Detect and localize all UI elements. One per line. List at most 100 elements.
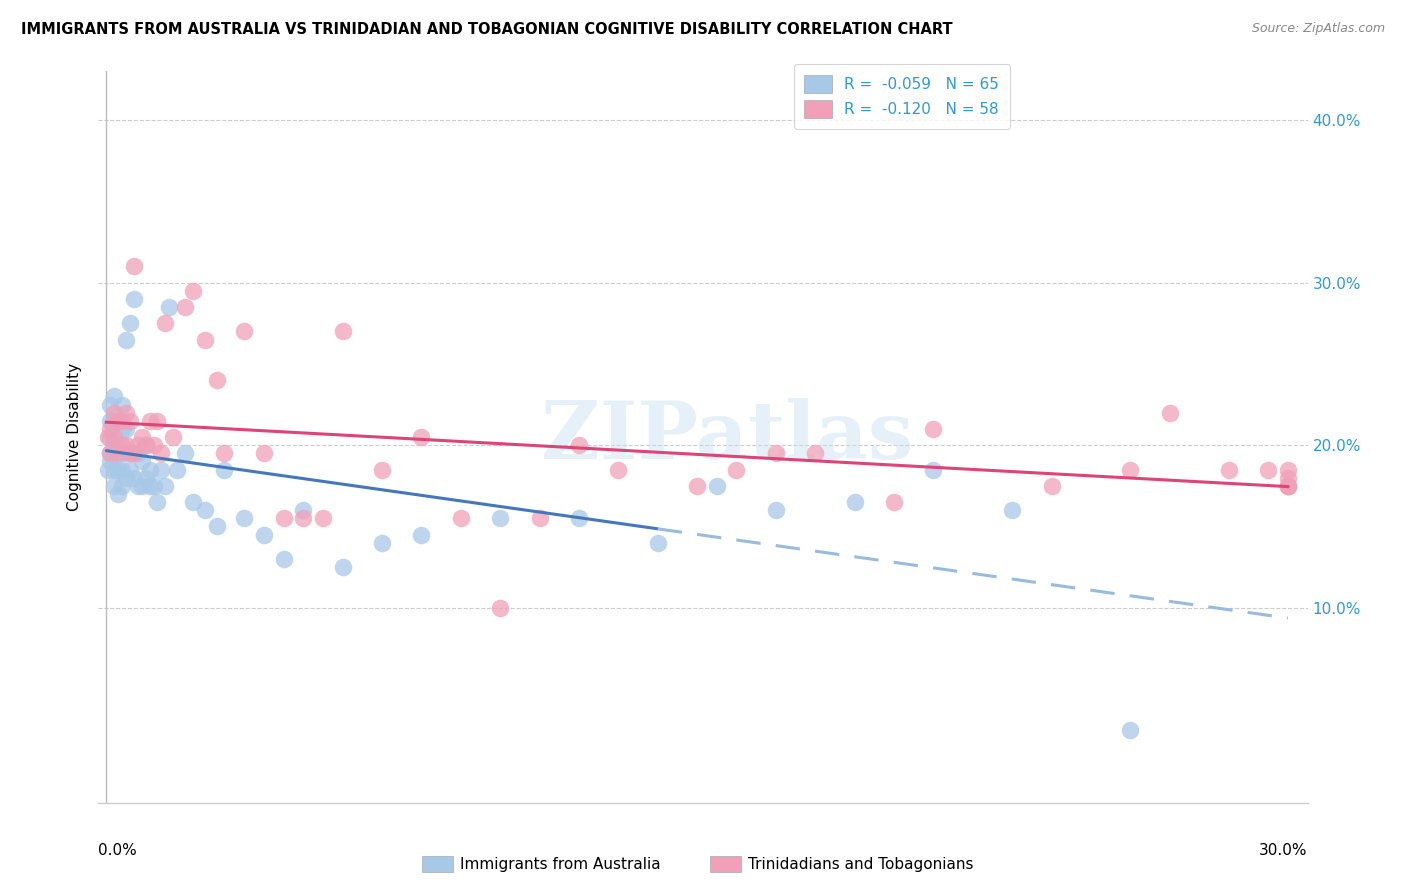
Point (107, 414, 129, 428)
Point (1218, 462, 1240, 476)
Point (312, 511, 335, 525)
Text: Trinidadians and Tobagonians: Trinidadians and Tobagonians (748, 857, 973, 871)
Point (205, 373, 228, 387)
Point (489, 511, 512, 525)
Point (706, 479, 728, 493)
Point (273, 552, 295, 566)
Point (725, 462, 748, 476)
Point (127, 438, 149, 452)
Point (765, 503, 787, 517)
Point (107, 487, 129, 501)
Point (411, 527, 433, 541)
Point (118, 462, 141, 476)
Point (131, 430, 153, 444)
Point (111, 438, 134, 452)
Point (103, 414, 125, 428)
Point (371, 462, 394, 476)
Point (1119, 462, 1142, 476)
Point (450, 511, 472, 525)
Point (111, 398, 134, 412)
Point (131, 479, 153, 493)
Point (568, 511, 591, 525)
Point (122, 471, 145, 485)
Point (194, 503, 217, 517)
Text: IMMIGRANTS FROM AUSTRALIA VS TRINIDADIAN AND TOBAGONIAN COGNITIVE DISABILITY COR: IMMIGRANTS FROM AUSTRALIA VS TRINIDADIAN… (21, 22, 953, 37)
Point (103, 479, 125, 493)
Point (115, 446, 138, 460)
Point (292, 503, 315, 517)
Point (1119, 723, 1142, 737)
Point (98, 446, 121, 460)
Point (214, 446, 236, 460)
Point (138, 414, 160, 428)
Point (115, 471, 138, 485)
Point (292, 511, 315, 525)
Point (115, 406, 138, 420)
Point (529, 511, 551, 525)
Point (181, 284, 204, 298)
Point (98, 398, 121, 412)
Point (155, 316, 177, 330)
Point (253, 446, 276, 460)
Point (174, 446, 197, 460)
Point (146, 414, 169, 428)
Point (253, 527, 276, 541)
Point (150, 446, 173, 460)
Point (155, 479, 177, 493)
Point (411, 430, 433, 444)
Point (98, 430, 121, 444)
Point (162, 430, 184, 444)
Point (166, 462, 188, 476)
Point (686, 479, 709, 493)
Point (103, 430, 125, 444)
Point (371, 535, 394, 549)
Point (122, 292, 145, 306)
Point (103, 430, 125, 444)
Point (142, 479, 165, 493)
Point (122, 446, 145, 460)
Point (194, 333, 217, 347)
Point (150, 462, 173, 476)
Point (127, 479, 149, 493)
Point (804, 446, 827, 460)
Point (273, 511, 295, 525)
Point (332, 560, 354, 574)
Text: Immigrants from Australia: Immigrants from Australia (460, 857, 661, 871)
Point (107, 438, 129, 452)
Point (233, 511, 256, 525)
Point (332, 325, 354, 339)
Point (607, 462, 630, 476)
Point (103, 446, 125, 460)
Point (1257, 462, 1279, 476)
Text: Source: ZipAtlas.com: Source: ZipAtlas.com (1251, 22, 1385, 36)
Point (118, 414, 141, 428)
Point (214, 462, 236, 476)
Point (111, 462, 134, 476)
Point (115, 438, 138, 452)
Point (844, 495, 866, 509)
Point (157, 300, 180, 314)
Point (98, 414, 121, 428)
Point (107, 414, 129, 428)
Point (122, 446, 145, 460)
Point (1277, 462, 1299, 476)
Point (111, 414, 134, 428)
Point (489, 600, 512, 615)
Point (97, 462, 120, 476)
Point (103, 389, 125, 403)
Point (103, 406, 125, 420)
Text: ZIPatlas: ZIPatlas (541, 398, 914, 476)
Point (131, 454, 153, 468)
Text: 0.0%: 0.0% (98, 843, 138, 858)
Text: 30.0%: 30.0% (1260, 843, 1308, 858)
Legend: R =  -0.059   N = 65, R =  -0.120   N = 58: R = -0.059 N = 65, R = -0.120 N = 58 (794, 64, 1010, 128)
Point (765, 446, 787, 460)
Point (111, 422, 134, 436)
Point (568, 438, 591, 452)
Point (1277, 479, 1299, 493)
Point (135, 438, 157, 452)
Point (647, 535, 669, 549)
Point (135, 438, 157, 452)
Point (107, 462, 129, 476)
Point (1277, 471, 1299, 485)
